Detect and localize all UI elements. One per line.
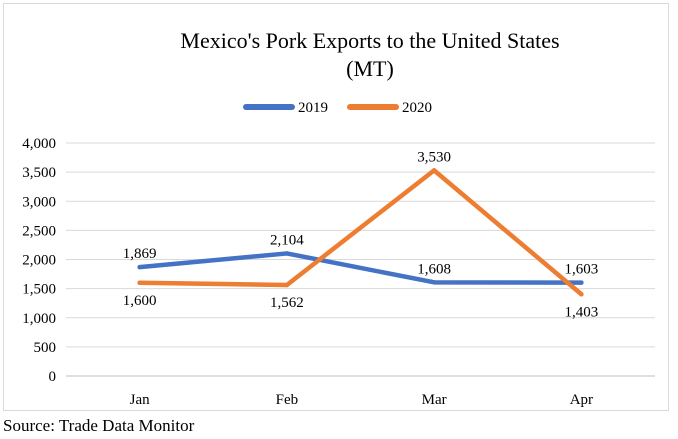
data-label-2020: 1,600	[123, 293, 157, 309]
x-tick-label: Jan	[130, 392, 150, 408]
legend-label-2020: 2020	[402, 100, 432, 116]
data-label-2019: 1,608	[417, 261, 451, 277]
y-tick-label: 3,500	[22, 165, 56, 181]
chart-title: Mexico's Pork Exports to the United Stat…	[180, 28, 559, 53]
x-tick-label: Feb	[276, 392, 299, 408]
data-label-2019: 2,104	[270, 232, 304, 248]
x-axis: Jan Feb Mar Apr	[130, 392, 593, 408]
y-tick-label: 0	[49, 369, 57, 385]
data-point-2019	[284, 251, 290, 256]
legend: 2019 2020	[243, 100, 432, 116]
y-tick-label: 1,500	[22, 282, 56, 298]
y-axis: 0 500 1,000 1,500 2,000 2,500 3,000 3,500 4,000	[22, 136, 56, 385]
data-label-2019: 1,603	[565, 262, 599, 278]
data-point-2020	[137, 280, 142, 285]
source-note: Source: Trade Data Monitor	[3, 416, 195, 435]
y-tick-label: 2,500	[22, 223, 56, 239]
data-label-2019: 1,869	[123, 246, 157, 262]
series-lines	[137, 168, 584, 297]
chart-subtitle: (MT)	[346, 56, 394, 81]
x-tick-label: Mar	[422, 392, 447, 408]
y-tick-label: 3,000	[22, 194, 56, 210]
data-label-2020: 1,403	[565, 304, 599, 320]
data-labels: 1,869 2,104 1,608 1,603 1,600 1,562 3,530 1,403	[123, 149, 599, 320]
y-tick-label: 500	[34, 340, 57, 356]
data-label-2020: 1,562	[270, 295, 304, 311]
series-line-2019	[137, 251, 584, 285]
data-point-2019	[137, 264, 142, 270]
y-tick-label: 2,000	[22, 253, 56, 269]
data-point-2019	[579, 280, 584, 285]
legend-label-2019: 2019	[298, 100, 328, 116]
chart-frame	[3, 3, 669, 411]
data-point-2020	[284, 282, 290, 288]
data-label-2020: 3,530	[417, 149, 451, 165]
gridlines	[66, 142, 655, 377]
data-point-2019	[431, 280, 437, 285]
data-point-2020	[579, 292, 584, 297]
series-line-2020	[137, 168, 584, 297]
data-point-2020	[431, 168, 437, 173]
x-tick-label: Apr	[570, 392, 593, 408]
y-tick-label: 4,000	[22, 136, 56, 152]
y-tick-label: 1,000	[22, 311, 56, 327]
